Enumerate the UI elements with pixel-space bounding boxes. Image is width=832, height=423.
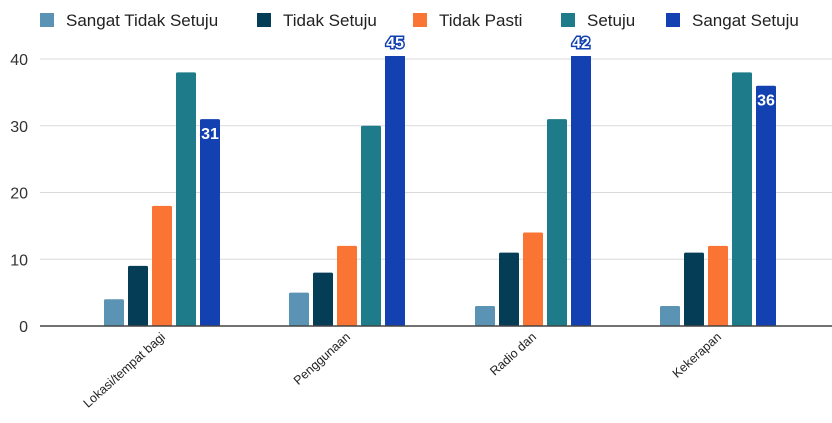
data-label: 42 (572, 35, 590, 52)
bar (475, 305, 495, 326)
data-label: 36 (757, 93, 775, 110)
legend-swatch (40, 13, 54, 27)
bar (152, 205, 172, 326)
bar (499, 252, 519, 326)
data-label: 45 (386, 35, 404, 52)
bar (337, 245, 357, 326)
bar (660, 305, 680, 326)
bar (385, 56, 405, 326)
y-axis: 0 10 20 30 40 (10, 52, 28, 336)
data-label: 31 (201, 126, 219, 143)
bar (684, 252, 704, 326)
legend-swatch (413, 13, 427, 27)
x-tick-label: Penggunaan (291, 330, 353, 388)
bar (523, 232, 543, 326)
legend: Sangat Tidak Setuju Tidak Setuju Tidak Pas… (40, 11, 799, 30)
x-axis: Lokasi/tempat bagi Penggunaan Radio dan Kek… (81, 330, 724, 411)
x-tick-label: Lokasi/tempat bagi (81, 330, 168, 411)
bar (732, 72, 752, 326)
y-tick-label: 40 (10, 52, 28, 69)
legend-swatch (561, 13, 575, 27)
y-tick-label: 20 (10, 186, 28, 203)
bar (361, 125, 381, 326)
legend-label: Tidak Pasti (439, 11, 522, 30)
x-tick-label: Kekerapan (670, 330, 724, 381)
legend-swatch (257, 13, 271, 27)
legend-label: Tidak Setuju (283, 11, 377, 30)
y-tick-label: 0 (19, 319, 28, 336)
data-labels: 31 45 42 36 (200, 34, 777, 145)
legend-swatch (666, 13, 680, 27)
bar (289, 292, 309, 326)
x-tick-label: Radio dan (487, 330, 539, 379)
bar (756, 85, 776, 326)
y-tick-label: 10 (10, 252, 28, 269)
legend-label: Sangat Setuju (692, 11, 799, 30)
bar (104, 299, 124, 326)
bar (128, 265, 148, 326)
bar (176, 72, 196, 326)
legend-label: Setuju (587, 11, 635, 30)
legend-label: Sangat Tidak Setuju (66, 11, 218, 30)
bar (571, 56, 591, 326)
y-tick-label: 30 (10, 119, 28, 136)
bar (547, 119, 567, 326)
bar (200, 119, 220, 326)
bars (104, 56, 776, 326)
bar (313, 272, 333, 326)
bar (708, 245, 728, 326)
